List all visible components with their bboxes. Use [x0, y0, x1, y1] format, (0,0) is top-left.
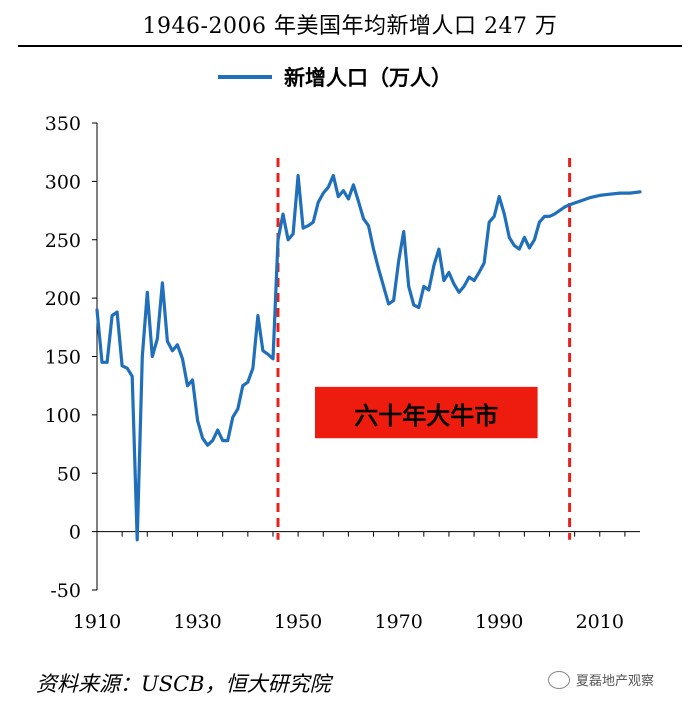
y-tick-label: -50 [50, 580, 81, 602]
legend: 新增人口（万人） [218, 64, 452, 90]
y-tick-label: 250 [45, 230, 81, 252]
watermark: 夏磊地产观察 [548, 670, 654, 689]
plot-area [95, 173, 642, 542]
x-tick-label: 1970 [374, 611, 422, 633]
y-tick-label: 350 [45, 113, 81, 135]
annotation-box [315, 386, 538, 439]
y-tick-label: 50 [57, 463, 81, 485]
y-tick-label: 200 [45, 288, 81, 310]
axes: -50 0 50 100 150 200 250 300 350 1910 1930 1950 1970… [45, 113, 640, 633]
wechat-icon [548, 670, 570, 689]
x-tick-label: 1930 [173, 611, 221, 633]
y-tick-label: 100 [45, 405, 81, 427]
top-rule [18, 45, 682, 47]
x-tick-label: 2010 [576, 611, 624, 633]
y-tick-label: 0 [69, 522, 81, 544]
source-note: 资料来源：USCB，恒大研究院 [36, 672, 331, 696]
y-tick-label: 300 [45, 171, 81, 193]
chart-title: 1946-2006 年美国年均新增人口 247 万 [142, 14, 558, 39]
annotation-label: 六十年大牛市 [354, 402, 498, 430]
legend-line-swatch [218, 75, 272, 79]
x-tick-label: 1990 [475, 611, 523, 633]
y-tick-label: 150 [45, 347, 81, 369]
x-tick-label: 1950 [274, 611, 322, 633]
x-tick-label: 1910 [73, 611, 121, 633]
annotation-layer: 六十年大牛市 [276, 158, 572, 540]
watermark-text: 夏磊地产观察 [576, 674, 655, 689]
legend-label: 新增人口（万人） [284, 66, 452, 90]
series-line [95, 173, 642, 542]
